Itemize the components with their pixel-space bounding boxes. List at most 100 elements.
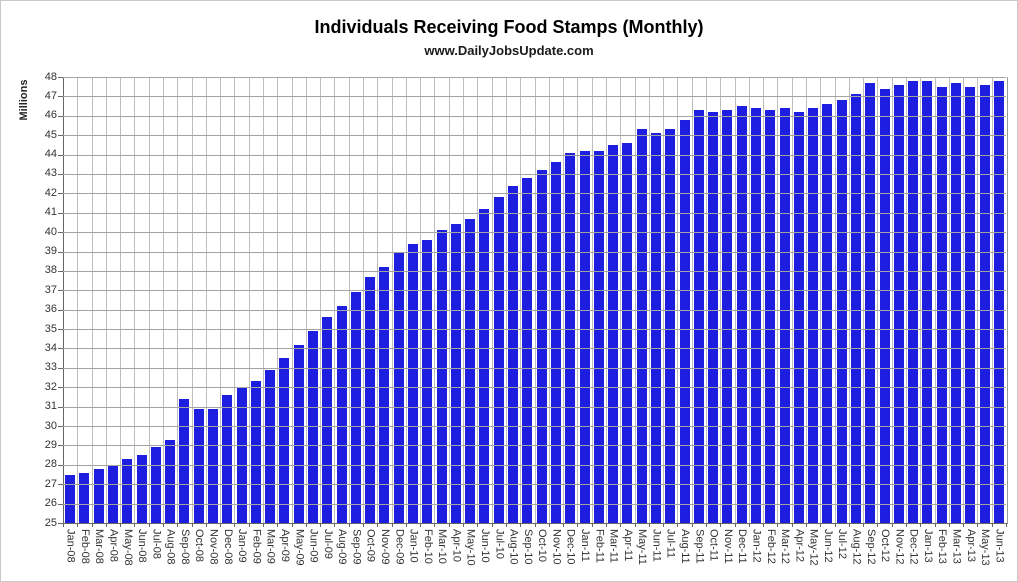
gridline-33 [63, 367, 1006, 369]
x-tick [977, 523, 979, 527]
vertical-gridline [448, 77, 450, 523]
x-tick [777, 523, 779, 527]
x-axis-label-Mar-11: Mar-11 [607, 529, 620, 564]
vertical-gridline [620, 77, 622, 523]
bar-Feb-13 [936, 86, 947, 523]
y-tick [58, 212, 63, 214]
bar-Aug-12 [850, 94, 861, 523]
bar-Mar-13 [950, 82, 961, 523]
vertical-gridline [863, 77, 865, 523]
vertical-gridline [934, 77, 936, 523]
vertical-gridline [891, 77, 893, 523]
x-tick [163, 523, 165, 527]
y-axis-label: 48 [44, 70, 57, 83]
x-tick [291, 523, 293, 527]
x-tick [234, 523, 236, 527]
x-axis-label-May-08: May-08 [121, 529, 134, 566]
x-tick [605, 523, 607, 527]
x-axis-label-Nov-09: Nov-09 [378, 529, 391, 565]
y-axis-label: 33 [44, 361, 57, 374]
gridline-29 [63, 445, 1006, 447]
x-tick [1006, 523, 1007, 527]
vertical-gridline [534, 77, 536, 523]
bar-Feb-09 [250, 381, 261, 523]
y-tick [58, 484, 63, 486]
x-tick [834, 523, 836, 527]
vertical-gridline [648, 77, 650, 523]
vertical-gridline [877, 77, 879, 523]
x-axis-label-Mar-13: Mar-13 [950, 529, 963, 564]
x-tick [363, 523, 365, 527]
bar-Jul-11 [665, 129, 676, 523]
x-axis-label-Sep-10: Sep-10 [521, 529, 534, 565]
y-axis-label: 40 [44, 225, 57, 238]
y-tick [58, 367, 63, 369]
bar-Jun-13 [993, 80, 1004, 523]
x-axis-label-Mar-12: Mar-12 [779, 529, 792, 564]
x-axis-label-Dec-10: Dec-10 [564, 529, 577, 565]
x-axis-label-Sep-09: Sep-09 [350, 529, 363, 565]
bar-Jan-10 [408, 243, 419, 523]
bar-Dec-08 [222, 395, 233, 523]
gridline-48 [63, 77, 1006, 78]
vertical-gridline [820, 77, 822, 523]
y-axis-label: 42 [44, 186, 57, 199]
chart-title: Individuals Receiving Food Stamps (Month… [314, 17, 704, 37]
plot-area [63, 77, 1008, 524]
x-axis-label-May-12: May-12 [807, 529, 820, 566]
y-tick [58, 77, 63, 78]
y-axis-label: 41 [44, 206, 57, 219]
gridline-37 [63, 290, 1006, 292]
x-tick [691, 523, 693, 527]
bar-Sep-10 [522, 177, 533, 523]
x-axis-label-Feb-11: Feb-11 [593, 529, 606, 564]
gridline-43 [63, 173, 1006, 175]
bar-Jan-12 [750, 108, 761, 523]
vertical-gridline [548, 77, 550, 523]
gridline-47 [63, 96, 1006, 98]
x-tick [677, 523, 679, 527]
vertical-gridline [591, 77, 593, 523]
bar-Jan-13 [922, 80, 933, 523]
x-tick [391, 523, 393, 527]
x-tick [663, 523, 665, 527]
x-tick [477, 523, 479, 527]
vertical-gridline [977, 77, 979, 523]
vertical-gridline [377, 77, 379, 523]
vertical-gridline [205, 77, 207, 523]
x-tick [534, 523, 536, 527]
vertical-gridline [120, 77, 122, 523]
bar-Jun-11 [650, 133, 661, 523]
y-axis-label: 36 [44, 303, 57, 316]
x-tick [577, 523, 579, 527]
x-axis-label-Sep-11: Sep-11 [693, 529, 706, 564]
x-axis-label-May-09: May-09 [293, 529, 306, 566]
x-tick [948, 523, 950, 527]
vertical-gridline [663, 77, 665, 523]
vertical-gridline [505, 77, 507, 523]
x-axis-label-Nov-12: Nov-12 [893, 529, 906, 565]
vertical-gridline [834, 77, 836, 523]
x-tick [863, 523, 865, 527]
vertical-gridline [577, 77, 579, 523]
y-tick [58, 173, 63, 175]
vertical-gridline [363, 77, 365, 523]
vertical-gridline [677, 77, 679, 523]
y-tick [58, 251, 63, 253]
x-tick [720, 523, 722, 527]
vertical-gridline [463, 77, 465, 523]
x-tick [491, 523, 493, 527]
vertical-gridline [320, 77, 322, 523]
bar-Feb-12 [765, 109, 776, 523]
bar-Apr-10 [450, 224, 461, 523]
vertical-gridline [905, 77, 907, 523]
x-axis-label-Apr-09: Apr-09 [278, 529, 291, 563]
x-tick [505, 523, 507, 527]
x-tick [963, 523, 965, 527]
y-tick [58, 154, 63, 156]
bar-Aug-10 [508, 185, 519, 523]
y-tick [58, 309, 63, 311]
y-tick [58, 406, 63, 408]
x-tick [634, 523, 636, 527]
y-axis-label: 43 [44, 167, 57, 180]
